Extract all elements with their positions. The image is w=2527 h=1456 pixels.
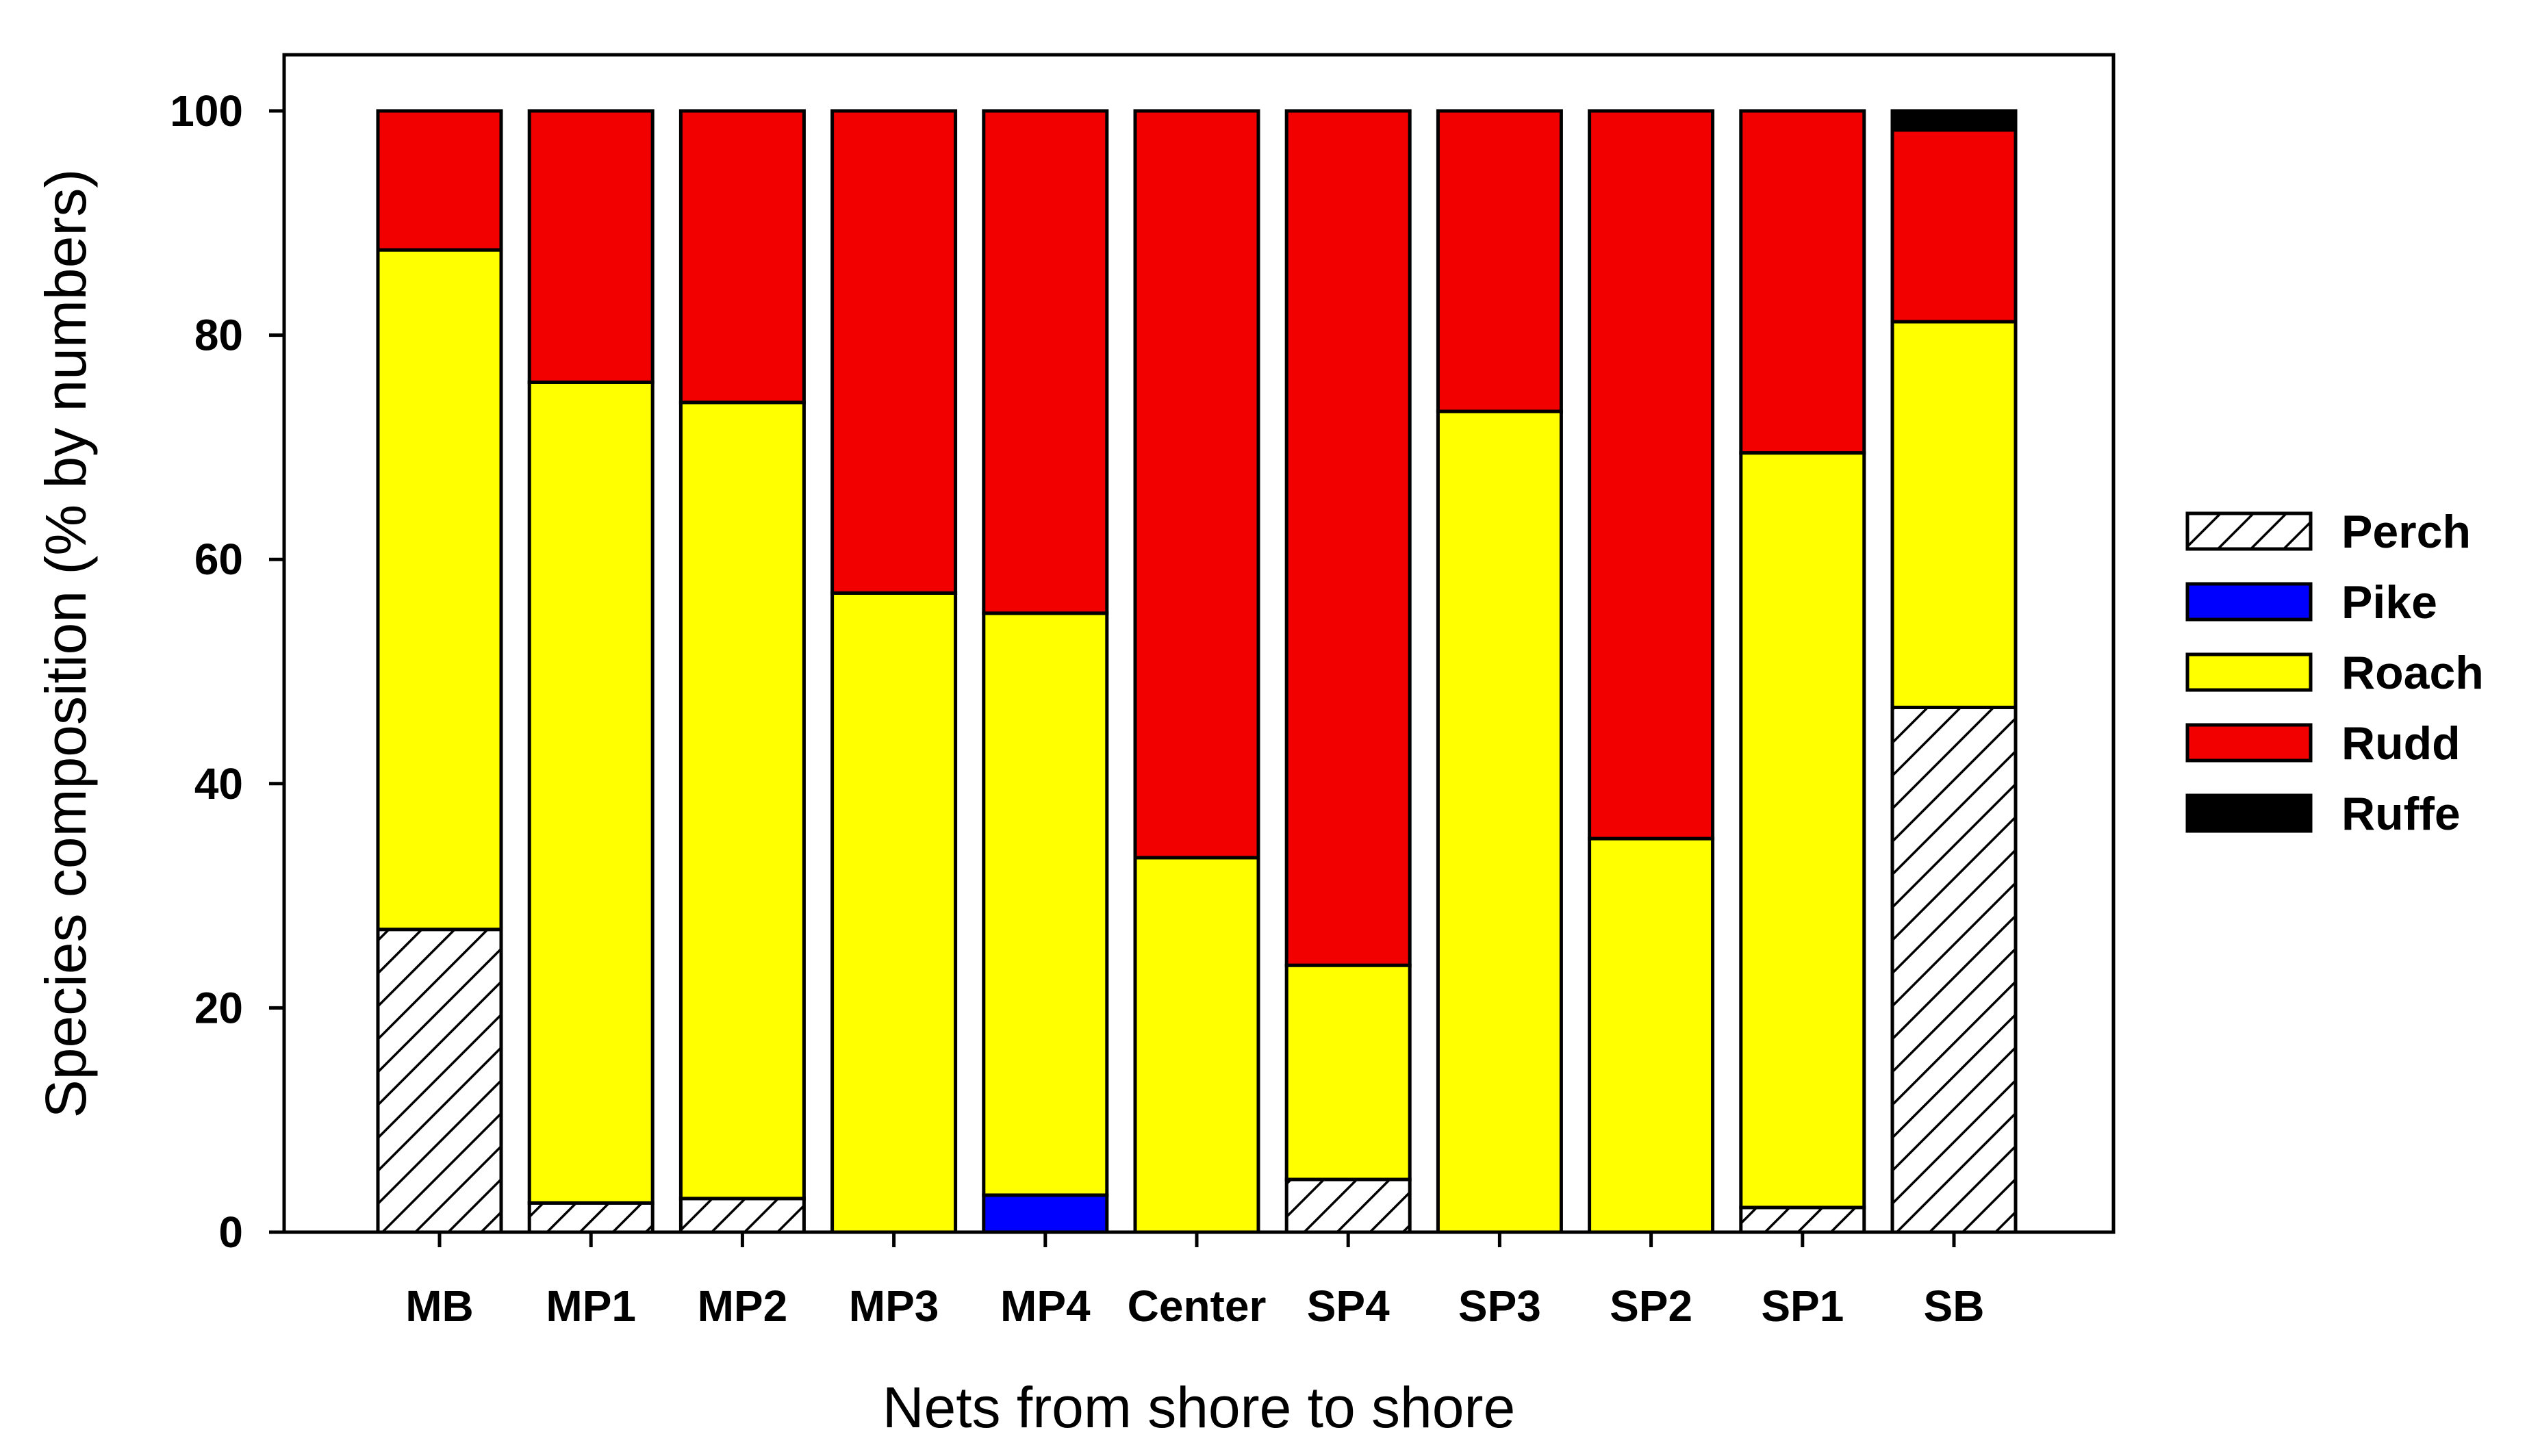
x-tick-label: MP3 xyxy=(849,1281,939,1331)
axes-layer: MB MP1 MP2 MP3 MP4 Center SP4 SP3 SP2 SP1 SB 0 20 40 6… xyxy=(170,86,1984,1331)
legend-swatch-rudd xyxy=(2185,723,2313,763)
x-tick-label: Center xyxy=(1128,1281,1267,1331)
legend-label-roach: Roach xyxy=(2341,647,2484,699)
x-tick-label: MP1 xyxy=(546,1281,636,1331)
legend-label-pike: Pike xyxy=(2341,576,2437,628)
y-tick-label: 80 xyxy=(194,311,243,360)
bar-segment-rudd-mp3 xyxy=(830,109,958,595)
legend-swatch-pike xyxy=(2185,582,2313,622)
x-tick-label: SP1 xyxy=(1761,1281,1844,1331)
legend-swatch-roach xyxy=(2185,652,2313,692)
bar-segment-roach-sp3 xyxy=(1436,409,1563,1234)
bar-segment-perch-sp4 xyxy=(1284,1177,1412,1234)
y-tick-label: 100 xyxy=(170,86,243,136)
bar-segment-rudd-mb xyxy=(376,109,503,252)
bar-segment-perch-sb xyxy=(1890,705,2018,1234)
bar-segment-rudd-mp1 xyxy=(527,109,655,384)
legend-label-perch: Perch xyxy=(2341,506,2471,558)
bar-segment-rudd-center xyxy=(1133,109,1260,860)
y-tick-label: 40 xyxy=(194,759,243,808)
bar-segment-roach-center xyxy=(1133,856,1260,1234)
bar-segment-perch-mb xyxy=(376,928,503,1234)
bar-segment-rudd-mp2 xyxy=(678,109,806,405)
bar-segment-rudd-sp4 xyxy=(1284,109,1412,967)
bar-segment-roach-mp3 xyxy=(830,591,958,1234)
y-tick-label: 60 xyxy=(194,535,243,584)
bar-segment-rudd-sp2 xyxy=(1588,109,1715,841)
y-axis-title: Species composition (% by numbers) xyxy=(34,169,98,1119)
bar-segment-rudd-sb xyxy=(1890,128,2018,324)
bar-segment-roach-mp4 xyxy=(982,611,1109,1197)
bar-segment-rudd-mp4 xyxy=(982,109,1109,615)
bar-segment-roach-sp1 xyxy=(1739,451,1866,1210)
bar-segment-rudd-sp3 xyxy=(1436,109,1563,413)
x-tick-label: SP3 xyxy=(1458,1281,1541,1331)
bar-segment-rudd-sp1 xyxy=(1739,109,1866,455)
x-tick-label: SB xyxy=(1924,1281,1985,1331)
y-tick-label: 0 xyxy=(218,1208,243,1257)
bar-segment-roach-sb xyxy=(1890,320,2018,709)
legend-swatch-ruffe xyxy=(2185,793,2313,833)
bar-segment-roach-sp2 xyxy=(1588,836,1715,1234)
x-tick-label: SP4 xyxy=(1307,1281,1390,1331)
bar-segment-roach-sp4 xyxy=(1284,963,1412,1182)
x-tick-label: SP2 xyxy=(1610,1281,1692,1331)
x-axis-title: Nets from shore to shore xyxy=(882,1375,1515,1440)
x-tick-label: MB xyxy=(405,1281,474,1331)
bar-segment-roach-mb xyxy=(376,248,503,932)
x-tick-label: MP4 xyxy=(1000,1281,1091,1331)
legend-label-ruffe: Ruffe xyxy=(2341,788,2461,840)
bar-segment-ruffe-sb xyxy=(1890,109,2018,132)
bar-segment-pike-mp4 xyxy=(982,1193,1109,1234)
legend-label-rudd: Rudd xyxy=(2341,717,2461,769)
legend-swatch-perch xyxy=(2185,511,2313,551)
bar-segment-perch-mp2 xyxy=(678,1197,806,1234)
bar-segment-perch-mp1 xyxy=(527,1201,655,1234)
legend: Perch Pike Roach Rudd Ruffe xyxy=(2185,506,2484,840)
bars-layer xyxy=(376,109,2018,1234)
x-tick-label: MP2 xyxy=(698,1281,788,1331)
bar-segment-perch-sp1 xyxy=(1739,1205,1866,1234)
bar-segment-roach-mp2 xyxy=(678,400,806,1201)
bar-segment-roach-mp1 xyxy=(527,380,655,1205)
y-tick-label: 20 xyxy=(194,983,243,1032)
